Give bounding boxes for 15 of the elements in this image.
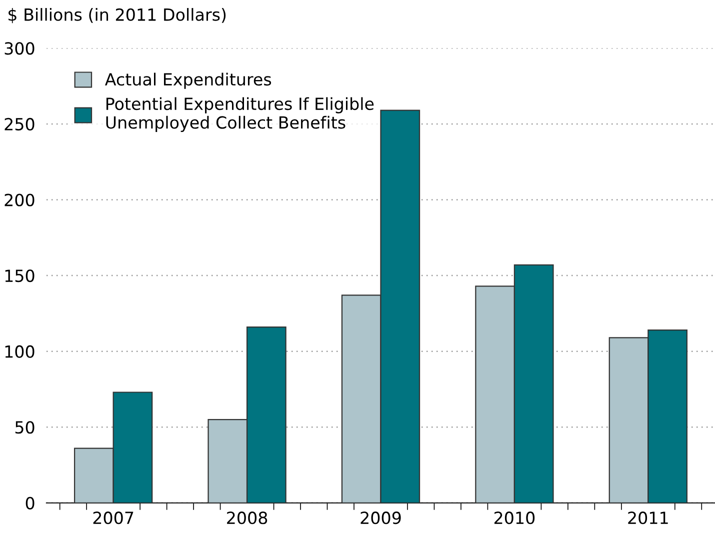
y-tick-label: 150 [5,269,34,282]
x-tick-label: 2007 [93,512,134,524]
y-tick-label: 200 [4,194,34,206]
x-tick-label: 2009 [360,512,401,524]
y-tick-label: 300 [4,42,34,55]
y-tick-label: 0 [26,496,34,510]
legend-label: Potential Expenditures If Eligible Unemployed Collect Benefits [106,97,374,132]
legend-label: Actual Expenditures [104,72,272,89]
x-tick-label: 2011 [628,512,668,524]
y-tick-label: 250 [4,118,34,131]
y-tick-label: 50 [15,421,34,434]
y-axis-title: $ Billions (in 2011 Dollars) [8,8,226,24]
y-tick-label: 100 [5,345,34,358]
x-tick-label: 2008 [227,512,268,524]
x-tick-label: 2010 [494,512,535,524]
